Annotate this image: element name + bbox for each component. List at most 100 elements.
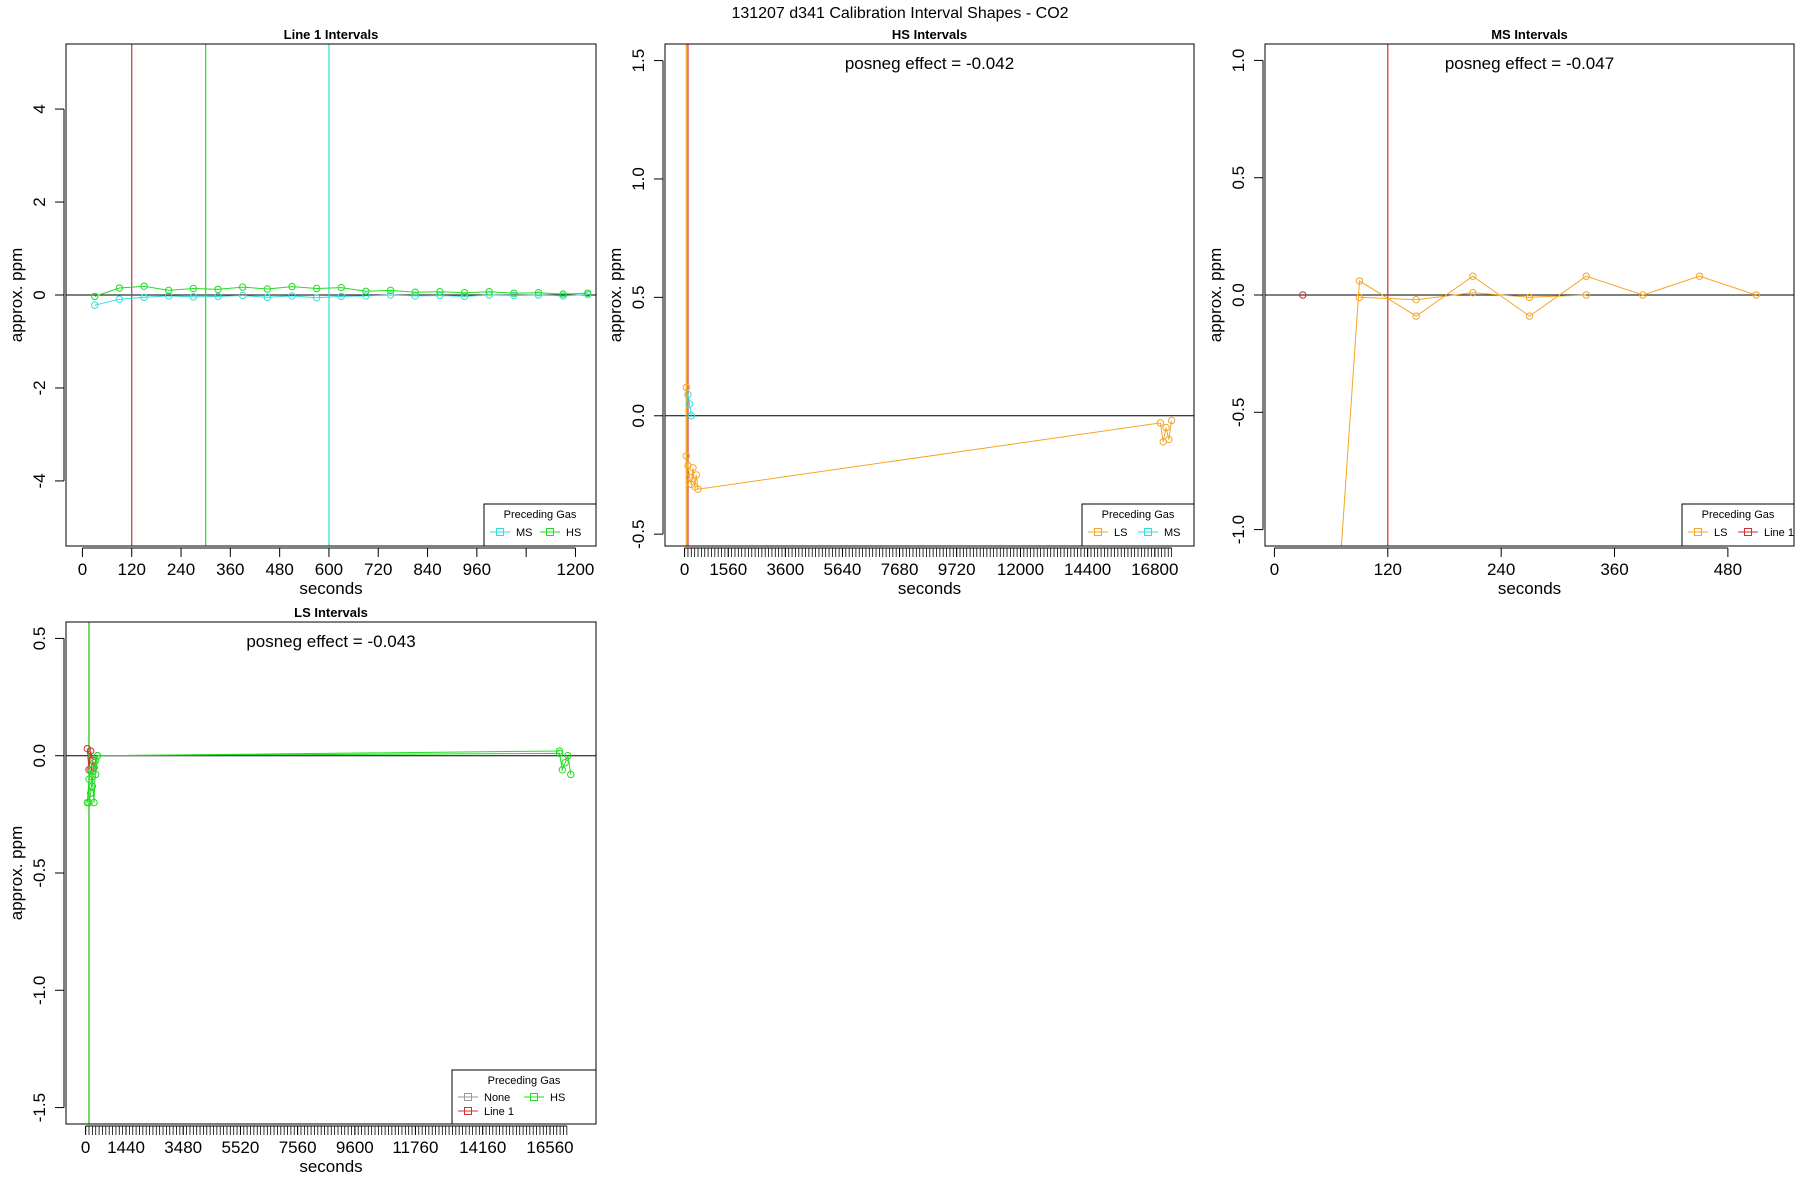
x-tick-label: 9600 xyxy=(336,1138,374,1157)
x-tick-label: 480 xyxy=(1714,560,1742,579)
x-axis-label: seconds xyxy=(299,579,362,598)
data-point xyxy=(559,292,567,300)
data-point xyxy=(687,412,696,420)
data-point xyxy=(140,282,148,290)
data-point xyxy=(88,773,97,781)
x-tick-label: 9720 xyxy=(938,560,976,579)
data-point xyxy=(1299,291,1307,299)
data-point xyxy=(312,284,321,293)
data-point xyxy=(1752,291,1760,299)
y-tick-label: -2 xyxy=(30,380,49,395)
plot-area xyxy=(1265,44,1794,546)
y-tick-label: 1.5 xyxy=(629,49,648,73)
legend: Preceding Gas None HS Line 1 xyxy=(451,1069,597,1125)
data-point xyxy=(689,464,697,472)
data-point xyxy=(337,283,345,292)
legend-box xyxy=(1081,503,1195,547)
plot-area xyxy=(66,44,596,546)
data-point xyxy=(685,400,694,408)
legend-swatch-marker xyxy=(1744,528,1752,536)
x-tick-label: 120 xyxy=(118,560,146,579)
data-point xyxy=(1525,312,1534,320)
data-point xyxy=(1469,288,1477,297)
legend-swatch-marker xyxy=(464,1093,472,1101)
legend-label: HS xyxy=(550,1092,565,1104)
data-point xyxy=(362,287,370,295)
data-point xyxy=(1412,312,1420,320)
legend: Preceding Gas MS HS xyxy=(483,503,597,547)
panel-title: Line 1 Intervals xyxy=(284,27,379,42)
y-tick-label: -0.5 xyxy=(629,520,648,549)
plot-frame xyxy=(65,621,597,1125)
data-point xyxy=(189,293,198,301)
y-tick-label: -0.5 xyxy=(30,858,49,887)
data-point xyxy=(91,292,99,301)
data-point xyxy=(263,285,272,293)
data-point xyxy=(189,284,198,293)
series-line-hs xyxy=(88,750,560,803)
data-point xyxy=(534,291,543,299)
legend-label: MS xyxy=(1164,527,1181,539)
legend-label: Line 1 xyxy=(1764,527,1794,539)
y-tick-label: 1.0 xyxy=(629,167,648,191)
data-point xyxy=(86,789,95,797)
legend-label: HS xyxy=(566,527,581,539)
plot-frame xyxy=(664,43,1195,547)
data-point xyxy=(411,292,419,300)
plot-frame xyxy=(65,43,597,547)
y-tick-label: 4 xyxy=(30,104,49,113)
y-tick-label: 1.0 xyxy=(1229,49,1248,73)
legend-title: Preceding Gas xyxy=(488,1075,561,1087)
y-tick-label: -1.5 xyxy=(30,1093,49,1122)
series-line-hs xyxy=(94,285,588,297)
x-tick-label: 1560 xyxy=(709,560,747,579)
y-tick-label: 0.5 xyxy=(30,627,49,651)
data-point xyxy=(238,291,247,300)
data-point xyxy=(288,282,296,291)
data-point xyxy=(86,766,95,774)
data-point xyxy=(436,288,444,296)
x-tick-label: 12000 xyxy=(997,560,1044,579)
legend-label: MS xyxy=(516,527,533,539)
data-point xyxy=(140,293,148,302)
x-axis-label: seconds xyxy=(898,579,961,598)
y-tick-label: 0.0 xyxy=(30,744,49,768)
y-axis-label: approx. ppm xyxy=(7,248,26,343)
plot-area xyxy=(66,622,596,1124)
data-point xyxy=(411,288,419,296)
x-tick-label: 720 xyxy=(364,560,392,579)
series-line-ls xyxy=(1340,275,1757,546)
legend: Preceding Gas LS MS xyxy=(1081,503,1195,547)
legend-box xyxy=(1681,503,1795,547)
data-point xyxy=(362,292,370,300)
data-point xyxy=(337,292,345,301)
x-tick-label: 3600 xyxy=(766,560,804,579)
data-point xyxy=(559,290,567,298)
y-axis-label: approx. ppm xyxy=(606,248,625,343)
y-tick-label: 2 xyxy=(30,197,49,206)
data-point xyxy=(1412,295,1420,304)
x-tick-label: 0 xyxy=(680,560,689,579)
data-point xyxy=(510,289,518,297)
legend-swatch-marker xyxy=(496,528,504,536)
panel-title: HS Intervals xyxy=(892,27,967,42)
legend-swatch-marker xyxy=(464,1107,472,1115)
y-tick-label: -1.0 xyxy=(1229,515,1248,544)
x-tick-label: 480 xyxy=(265,560,293,579)
x-tick-label: 16800 xyxy=(1131,560,1178,579)
data-point xyxy=(485,288,493,296)
legend-title: Preceding Gas xyxy=(1102,509,1175,521)
panel-title: LS Intervals xyxy=(294,605,368,620)
x-tick-label: 0 xyxy=(81,1138,90,1157)
data-point xyxy=(165,286,173,295)
data-point xyxy=(567,770,575,779)
legend-title: Preceding Gas xyxy=(504,509,577,521)
figure-title: 131207 d341 Calibration Interval Shapes … xyxy=(731,5,1068,22)
data-point xyxy=(1525,293,1534,302)
data-point xyxy=(1355,293,1364,302)
y-axis-label: approx. ppm xyxy=(1206,248,1225,343)
data-point xyxy=(1156,419,1165,427)
legend-label: LS xyxy=(1114,527,1127,539)
x-tick-label: 0 xyxy=(1270,560,1279,579)
